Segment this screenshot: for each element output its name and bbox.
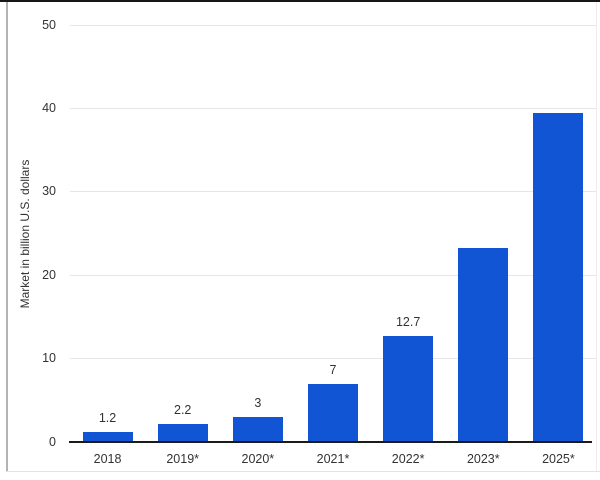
frame-top-border xyxy=(0,0,600,2)
x-axis-line xyxy=(69,441,592,443)
bar-2025[interactable] xyxy=(533,112,584,442)
gridline xyxy=(70,358,596,360)
y-tick-label: 50 xyxy=(42,17,56,32)
x-tick-label: 2022* xyxy=(391,452,425,466)
x-tick-label: 2021* xyxy=(316,452,350,466)
bar-value-label: 1.2 xyxy=(98,410,117,425)
gridline xyxy=(70,274,596,276)
bar-2019[interactable] xyxy=(157,423,208,442)
y-tick-label: 20 xyxy=(42,267,56,282)
gridline xyxy=(70,107,596,109)
bar-value-label: 3 xyxy=(254,395,262,410)
bar-value-label: 2.2 xyxy=(174,402,192,417)
bar-2021[interactable] xyxy=(308,383,358,442)
y-tick-label: 40 xyxy=(42,100,56,115)
bar-2018[interactable] xyxy=(82,431,133,442)
x-tick-label: 2023* xyxy=(466,452,500,466)
x-tick-label: 2020* xyxy=(241,452,275,466)
y-tick-label: 30 xyxy=(42,184,56,199)
y-tick-label: 10 xyxy=(42,351,56,366)
bar-2020[interactable] xyxy=(232,416,283,442)
gridline xyxy=(70,191,596,193)
bar-2022[interactable] xyxy=(383,336,434,442)
bar-value-label: 7 xyxy=(329,362,337,377)
bar-2023[interactable] xyxy=(458,247,509,442)
frame-right-border xyxy=(596,2,597,471)
y-axis-title: Market in billion U.S. dollars xyxy=(18,159,32,309)
y-tick-label: 0 xyxy=(49,434,56,449)
frame-left-border xyxy=(6,2,8,471)
x-tick-label: 2019* xyxy=(166,452,200,466)
frame-bottom-border xyxy=(6,471,600,472)
x-tick-label: 2018 xyxy=(93,452,122,466)
gridline xyxy=(70,24,596,26)
x-tick-label: 2025* xyxy=(542,452,575,466)
bar-value-label: 12.7 xyxy=(395,315,421,330)
